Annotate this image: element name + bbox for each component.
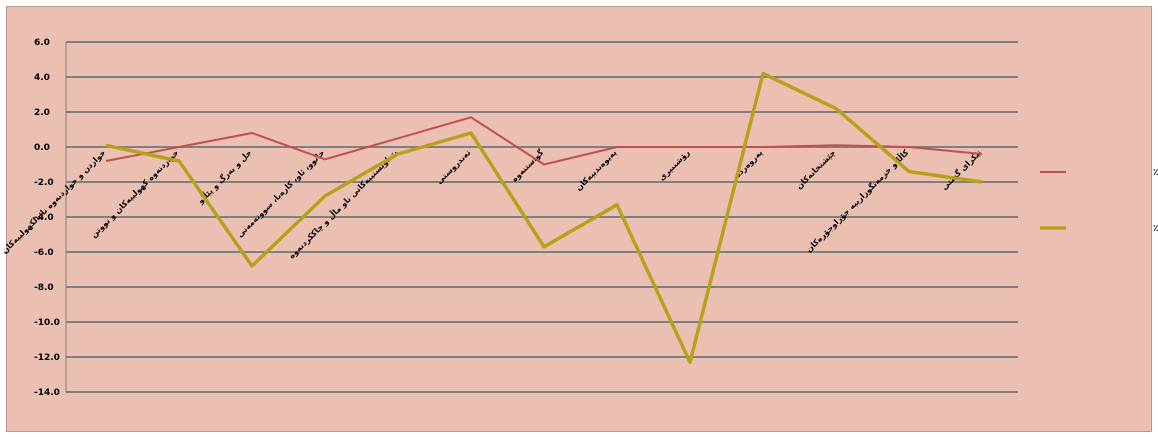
- y-tick-label: -2.0: [34, 178, 54, 188]
- legend-label: تێکرای گۆڕانی مانگانە٪: [1153, 166, 1158, 178]
- legend-label: تێکرای گۆڕانی ساڵانە٪: [1153, 222, 1158, 234]
- y-tick-label: 6.0: [34, 38, 50, 48]
- y-tick-label: -6.0: [34, 248, 54, 258]
- y-tick-label: -10.0: [34, 318, 60, 328]
- y-tick-label: 0.0: [34, 143, 50, 153]
- y-tick-label: 4.0: [34, 73, 50, 83]
- y-tick-label: 2.0: [34, 108, 50, 118]
- y-tick-label: -8.0: [34, 283, 54, 293]
- y-tick-label: -4.0: [34, 213, 54, 223]
- y-tick-label: -14.0: [34, 388, 60, 398]
- y-tick-label: -12.0: [34, 353, 60, 363]
